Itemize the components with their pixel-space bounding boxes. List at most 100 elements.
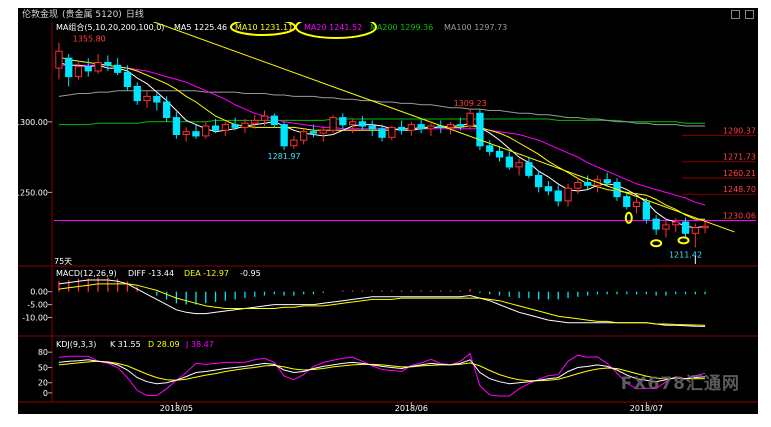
candle-body	[231, 124, 239, 128]
kdj-tick-label: 50	[38, 363, 48, 372]
candle-body	[143, 95, 151, 102]
candle-body	[153, 95, 161, 103]
ma100-line	[58, 90, 706, 127]
candle-body	[495, 150, 504, 158]
macd-dea-line	[58, 283, 706, 326]
ma10-label: MA10 1231.11	[235, 23, 293, 32]
candle-body	[397, 126, 406, 131]
macd-value-label: -0.95	[240, 269, 261, 278]
candle-body	[652, 218, 660, 230]
candle-body	[554, 190, 562, 202]
candle-body	[691, 227, 700, 234]
candle-body	[84, 66, 92, 72]
price-tick-label: 1300.00	[18, 118, 48, 127]
ma200-line	[58, 118, 706, 126]
ma5-label: MA5 1225.46	[174, 23, 227, 32]
candle-body	[681, 221, 690, 234]
ma200-label: MA200 1299.36	[370, 23, 433, 32]
close-icon[interactable]	[745, 10, 754, 19]
candle-body	[104, 62, 112, 66]
candle-body	[515, 162, 523, 168]
candle-body	[94, 62, 102, 72]
kdj-k-label: K 31.55	[110, 340, 141, 349]
candle-body	[417, 124, 425, 130]
candle-body	[211, 125, 220, 131]
candle-body	[623, 196, 631, 208]
candle-body	[466, 112, 474, 127]
candle-body	[251, 119, 259, 124]
candle-body	[172, 117, 181, 135]
title-bar: 伦敦金现 (贵金属 5120) 日线	[18, 8, 758, 22]
candle-body	[603, 179, 611, 183]
candle-body	[505, 156, 514, 168]
candle-body	[290, 139, 298, 147]
trend-line	[117, 8, 735, 233]
days-count-label: 75天	[54, 257, 72, 266]
kdj-k-line	[58, 359, 706, 385]
candle-body	[182, 131, 190, 135]
low-price-label: 1211.42	[669, 250, 702, 259]
level-label: 1260.21	[723, 169, 756, 178]
candle-body	[133, 86, 141, 102]
candle-body	[280, 124, 288, 147]
macd-dea-label: DEA -12.97	[184, 269, 229, 278]
candle-body	[349, 121, 357, 126]
level-label: 1290.37	[723, 126, 756, 135]
highlight-ellipse	[677, 236, 690, 245]
candle-body	[427, 125, 435, 130]
candle-body	[378, 128, 386, 138]
candle-body	[701, 225, 709, 229]
candle-body	[574, 182, 582, 189]
date-tick-label: 2018/06	[395, 404, 428, 413]
level-label: 1248.70	[723, 185, 756, 194]
candle-body	[192, 131, 200, 137]
candle-body	[368, 125, 376, 130]
candle-body	[114, 64, 122, 73]
macd-label: MACD(12,26,9)	[56, 269, 117, 278]
candle-body	[123, 71, 132, 88]
ma5-line	[58, 62, 706, 229]
candle-body	[202, 125, 210, 137]
highlight-ellipse	[624, 211, 633, 224]
kdj-d-line	[58, 360, 706, 382]
candle-body	[407, 124, 416, 131]
candle-body	[270, 115, 278, 126]
high-price-label: 1355.80	[73, 35, 106, 44]
candle-body	[241, 122, 249, 128]
peak-price-label: 1309.23	[454, 99, 487, 108]
chart-window: 伦敦金现 (贵金属 5120) 日线 1355.80 1281.97 1309.23 12…	[18, 8, 758, 414]
candle-body	[358, 121, 367, 127]
candle-body	[309, 131, 318, 134]
candle-body	[584, 182, 592, 186]
candle-body	[55, 50, 63, 69]
candle-body	[672, 221, 680, 226]
candle-body	[300, 131, 308, 141]
candle-body	[319, 129, 327, 134]
macd-tick-label: -5.00	[27, 301, 48, 310]
candle-body	[65, 57, 73, 78]
window-title: 伦敦金现	[22, 10, 59, 20]
candle-body	[544, 186, 553, 192]
candle-body	[564, 187, 572, 202]
low-price-label: 1281.97	[268, 152, 301, 161]
chart-svg: 1355.80 1281.97 1309.23 1211.42 75天 1300.00 1…	[18, 8, 758, 413]
candle-body	[74, 66, 83, 78]
kdj-label: KDJ(9,3,3)	[56, 340, 96, 349]
date-tick-label: 2018/05	[160, 404, 193, 413]
watermark: FX678汇通网	[620, 374, 740, 394]
period-label[interactable]: 日线	[125, 10, 144, 20]
maximize-icon[interactable]	[731, 10, 740, 19]
date-tick-label: 2018/07	[630, 404, 663, 413]
candle-body	[642, 201, 651, 220]
ma-group-label: MA组合(5,10,20,200,100,0)	[56, 22, 164, 32]
macd-diff-label: DIFF -13.44	[128, 269, 174, 278]
price-tick-label: 1250.00	[18, 188, 48, 197]
candle-body	[339, 117, 347, 126]
candle-body	[525, 162, 533, 176]
candle-body	[260, 115, 269, 121]
candle-body	[662, 224, 670, 230]
candle-body	[632, 201, 641, 208]
candle-body	[486, 145, 494, 152]
macd-diff-line	[58, 279, 706, 327]
candle-body	[388, 126, 396, 138]
